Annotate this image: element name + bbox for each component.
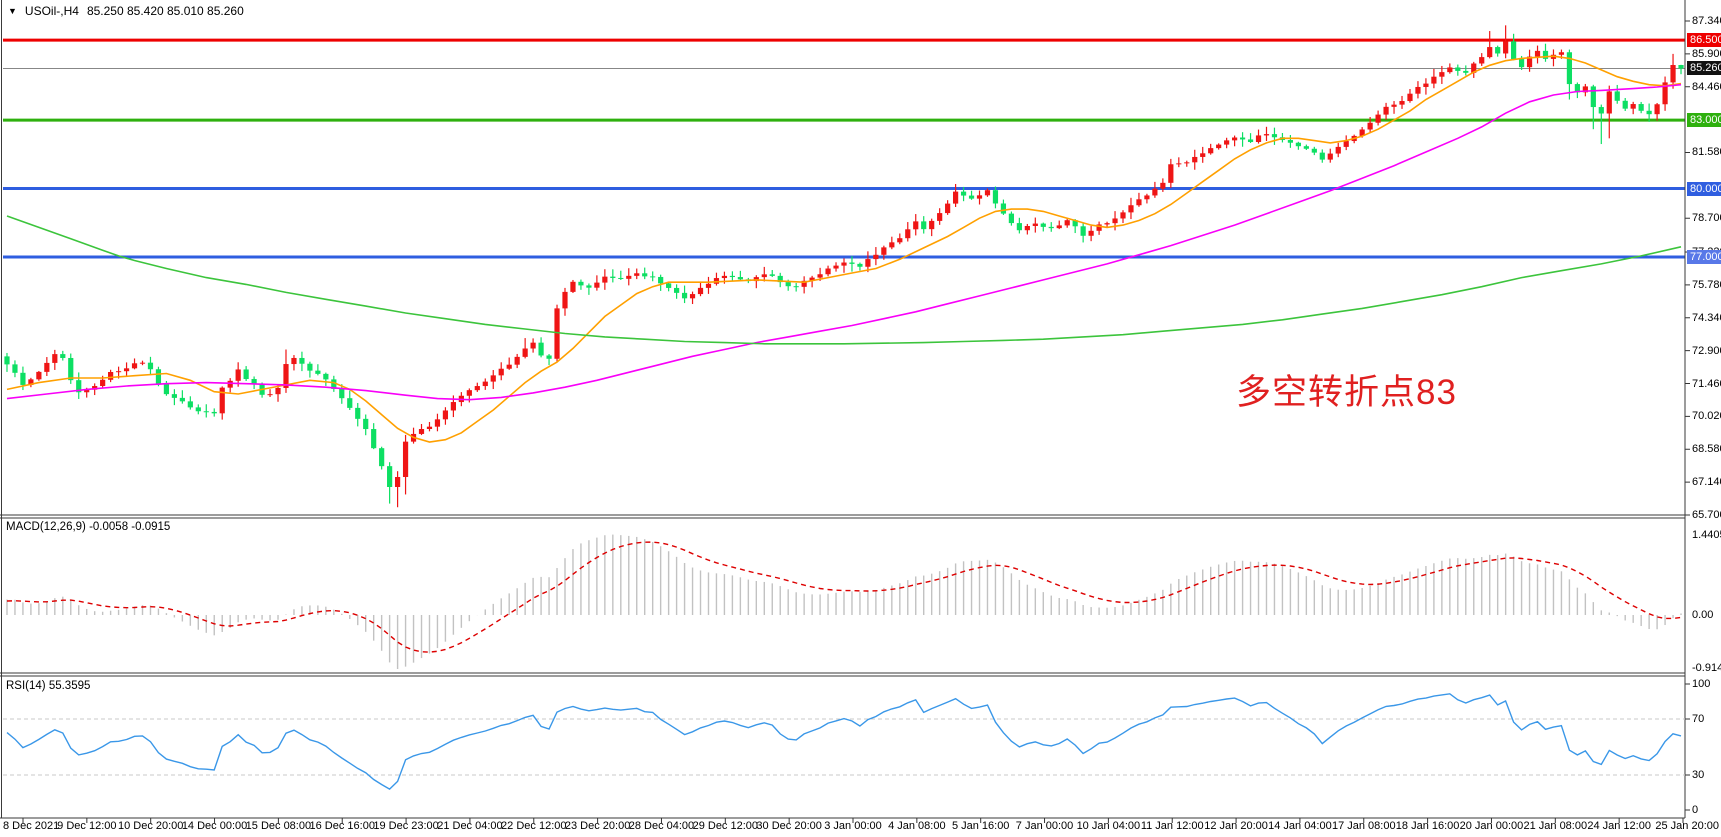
price-tick-label: 78.700 (1692, 212, 1721, 225)
price-tick-label: 72.900 (1692, 344, 1721, 357)
chart-title-bar: ▼ USOil-,H4 85.250 85.420 85.010 85.260 (8, 4, 244, 18)
macd-scale-label: -0.9144 (1692, 662, 1721, 674)
time-tick-label[interactable]: 30 Dec 20:00 (756, 820, 822, 832)
price-tick-label: 85.900 (1692, 47, 1721, 60)
macd-panel (6, 534, 1682, 669)
time-tick-label[interactable]: 3 Jan 00:00 (824, 820, 882, 832)
macd-signal-line (6, 541, 1682, 653)
price-tick-label: 87.340 (1692, 15, 1721, 27)
price-tick-label: 67.140 (1692, 476, 1721, 489)
time-tick-label[interactable]: 10 Dec 20:00 (117, 820, 184, 832)
rsi-scale-label: 70 (1692, 713, 1705, 725)
candlesticks (4, 25, 1684, 508)
time-tick-label[interactable]: 14 Jan 04:00 (1268, 820, 1332, 832)
macd-scale-label: 0.00 (1692, 609, 1714, 621)
time-tick-label[interactable]: 21 Jan 08:00 (1523, 820, 1588, 832)
price-tick-label: 81.580 (1692, 146, 1721, 159)
time-tick-label[interactable]: 8 Dec 2021 (3, 820, 60, 832)
price-level-badge: 83.000 (1687, 113, 1721, 128)
time-tick-label[interactable]: 9 Dec 12:00 (57, 820, 117, 832)
moving-average-lines (6, 55, 1682, 443)
rsi-scale-label: 0 (1692, 804, 1699, 816)
time-tick-label[interactable]: 22 Dec 12:00 (501, 820, 567, 832)
price-level-badge: 80.000 (1687, 181, 1721, 196)
ma-mid-line (6, 83, 1682, 401)
time-tick-label[interactable]: 18 Jan 16:00 (1395, 820, 1460, 832)
rsi-panel (3, 693, 1685, 790)
macd-scale-label: 1.4405 (1692, 528, 1721, 541)
time-tick-label[interactable]: 15 Dec 08:00 (245, 820, 312, 832)
time-tick-label[interactable]: 10 Jan 04:00 (1076, 820, 1141, 832)
price-tick-label: 75.780 (1692, 278, 1721, 291)
time-tick-label[interactable]: 11 Jan 12:00 (1140, 820, 1204, 832)
rsi-line (6, 693, 1682, 790)
time-tick-label[interactable]: 28 Dec 04:00 (628, 820, 695, 832)
time-tick-label[interactable]: 7 Jan 00:00 (1015, 820, 1074, 832)
time-tick-label[interactable]: 5 Jan 16:00 (951, 820, 1010, 832)
macd-indicator-label: MACD(12,26,9) -0.0058 -0.0915 (6, 521, 171, 533)
time-tick-label[interactable]: 14 Dec 00:00 (181, 820, 248, 832)
time-tick-label[interactable]: 24 Jan 12:00 (1587, 820, 1651, 832)
rsi-indicator-label: RSI(14) 55.3595 (6, 680, 91, 692)
price-tick-label: 68.580 (1692, 443, 1721, 456)
time-tick-label[interactable]: 29 Dec 12:00 (692, 820, 759, 832)
time-tick-label[interactable]: 19 Dec 23:00 (373, 820, 439, 832)
price-level-badge: 77.000 (1687, 250, 1721, 265)
price-tick-label: 65.700 (1692, 509, 1721, 521)
time-tick-label[interactable]: 23 Dec 20:00 (564, 820, 631, 832)
symbol-period-label: USOil-,H4 (24, 4, 79, 18)
time-tick-label[interactable]: 4 Jan 08:00 (888, 820, 946, 832)
time-tick-label[interactable]: 20 Jan 00:00 (1459, 820, 1524, 832)
price-annotation-text: 多空转折点83 (1236, 373, 1457, 412)
price-tick-label: 70.020 (1692, 410, 1721, 423)
chevron-down-icon[interactable]: ▼ (8, 6, 17, 16)
time-tick-label[interactable]: 21 Dec 04:00 (437, 820, 503, 832)
time-tick-label[interactable]: 25 Jan 20:00 (1655, 820, 1719, 832)
time-tick-label[interactable]: 17 Jan 08:00 (1331, 820, 1396, 832)
ma-fast-line (6, 55, 1682, 443)
ohlc-values-label: 85.250 85.420 85.010 85.260 (86, 4, 244, 18)
support-resistance-lines (3, 38, 1685, 259)
rsi-scale-label: 30 (1692, 769, 1705, 781)
price-tick-label: 71.460 (1692, 377, 1721, 390)
ma-slow-line (6, 215, 1682, 345)
price-level-badge: 86.500 (1687, 33, 1721, 48)
price-tick-label: 74.340 (1692, 311, 1721, 324)
price-level-badge: 85.260 (1687, 61, 1721, 76)
time-tick-label[interactable]: 16 Dec 16:00 (309, 820, 375, 832)
price-tick-label: 84.460 (1692, 80, 1721, 93)
rsi-scale-label: 100 (1692, 678, 1711, 690)
time-tick-label[interactable]: 12 Jan 20:00 (1204, 820, 1268, 832)
axes-and-borders (0, 0, 1690, 823)
